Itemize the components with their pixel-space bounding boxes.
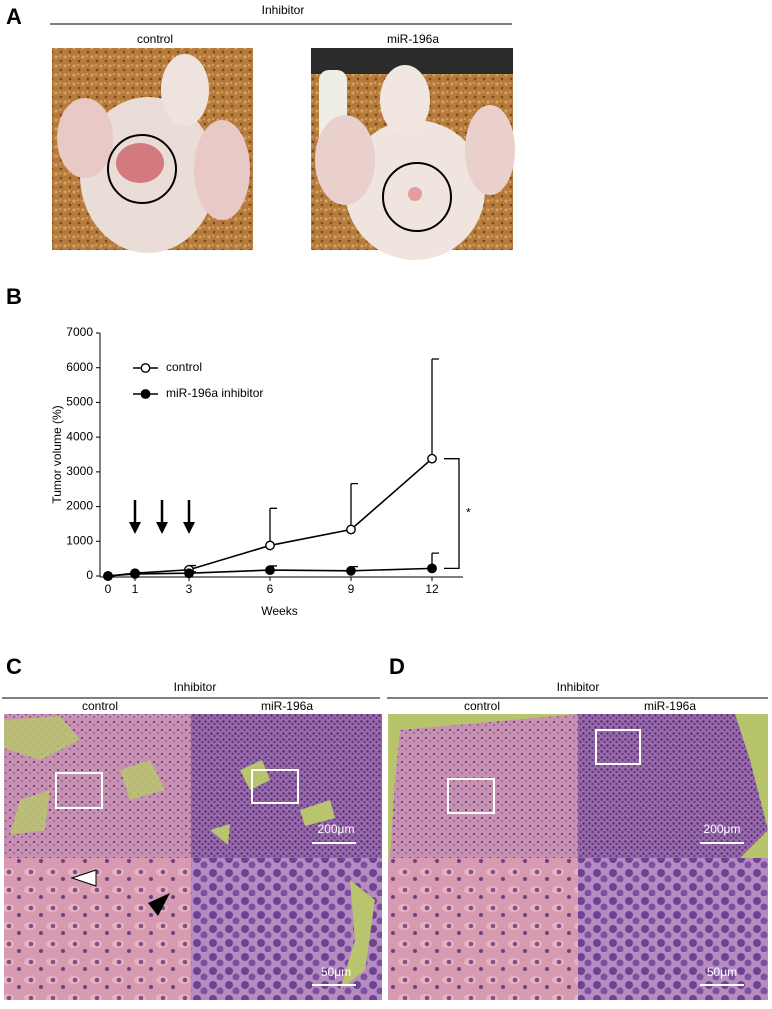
- panel-label: A: [6, 4, 22, 29]
- significance-label: *: [466, 506, 471, 520]
- y-tick-label: 0: [86, 568, 93, 582]
- panel-label: D: [389, 654, 405, 679]
- legend-label: control: [166, 360, 202, 374]
- x-tick-label: 3: [186, 582, 193, 596]
- error-bar: [269, 507, 277, 546]
- marker: [265, 540, 275, 551]
- marker: [427, 453, 437, 464]
- x-tick-label: 9: [348, 582, 355, 596]
- photo-mir196a: [311, 48, 515, 260]
- error-bar: [350, 483, 358, 530]
- y-tick-label: 6000: [66, 360, 93, 374]
- panel-label: C: [6, 654, 22, 679]
- marker: [346, 565, 356, 576]
- column-label: control: [464, 699, 500, 713]
- scale-bar-label: 50μm: [321, 965, 351, 979]
- marker: [265, 565, 275, 575]
- error-bar: [431, 358, 439, 459]
- panel-label: B: [6, 284, 22, 309]
- scale-bar-label: 200μm: [318, 822, 355, 836]
- x-axis-label: Weeks: [261, 604, 297, 618]
- column-label: control: [137, 32, 173, 46]
- y-tick-label: 4000: [66, 429, 93, 443]
- column-label: miR-196a: [387, 32, 439, 46]
- y-axis-label: Tumor volume (%): [50, 405, 64, 503]
- legend-marker: [140, 363, 151, 373]
- x-tick-label: 6: [267, 582, 274, 596]
- column-label: miR-196a: [261, 699, 313, 713]
- arrow-head: [156, 522, 168, 534]
- y-tick-label: 1000: [66, 533, 93, 547]
- scale-bar-label: 50μm: [707, 965, 737, 979]
- marker: [130, 569, 140, 579]
- marker: [184, 568, 194, 579]
- legend-label: miR-196a inhibitor: [166, 386, 263, 400]
- chart: 0 1000 2000 3000 4000 5000 6000 7000 0 1 3 6 9 12 Week…: [50, 325, 471, 618]
- column-label: miR-196a: [644, 699, 696, 713]
- arrow-head: [129, 522, 141, 534]
- group-label: Inhibitor: [262, 3, 305, 17]
- marker: [427, 563, 437, 574]
- group-label: Inhibitor: [174, 680, 217, 694]
- micrograph-d: [388, 714, 768, 1000]
- column-label: control: [82, 699, 118, 713]
- y-tick-label: 7000: [66, 325, 93, 339]
- y-tick-label: 3000: [66, 464, 93, 478]
- arrow-head: [183, 522, 195, 534]
- marker: [346, 524, 356, 535]
- photo-control: [52, 48, 253, 253]
- significance-bracket: [444, 458, 460, 570]
- x-tick-label: 12: [425, 582, 439, 596]
- group-label: Inhibitor: [557, 680, 600, 694]
- y-tick-label: 2000: [66, 499, 93, 513]
- y-tick-label: 5000: [66, 395, 93, 409]
- marker: [103, 571, 113, 581]
- x-tick-label: 0: [105, 582, 112, 596]
- micrograph-c: [4, 714, 382, 1000]
- legend-marker: [140, 389, 151, 399]
- scale-bar-label: 200μm: [704, 822, 741, 836]
- x-tick-label: 1: [132, 582, 139, 596]
